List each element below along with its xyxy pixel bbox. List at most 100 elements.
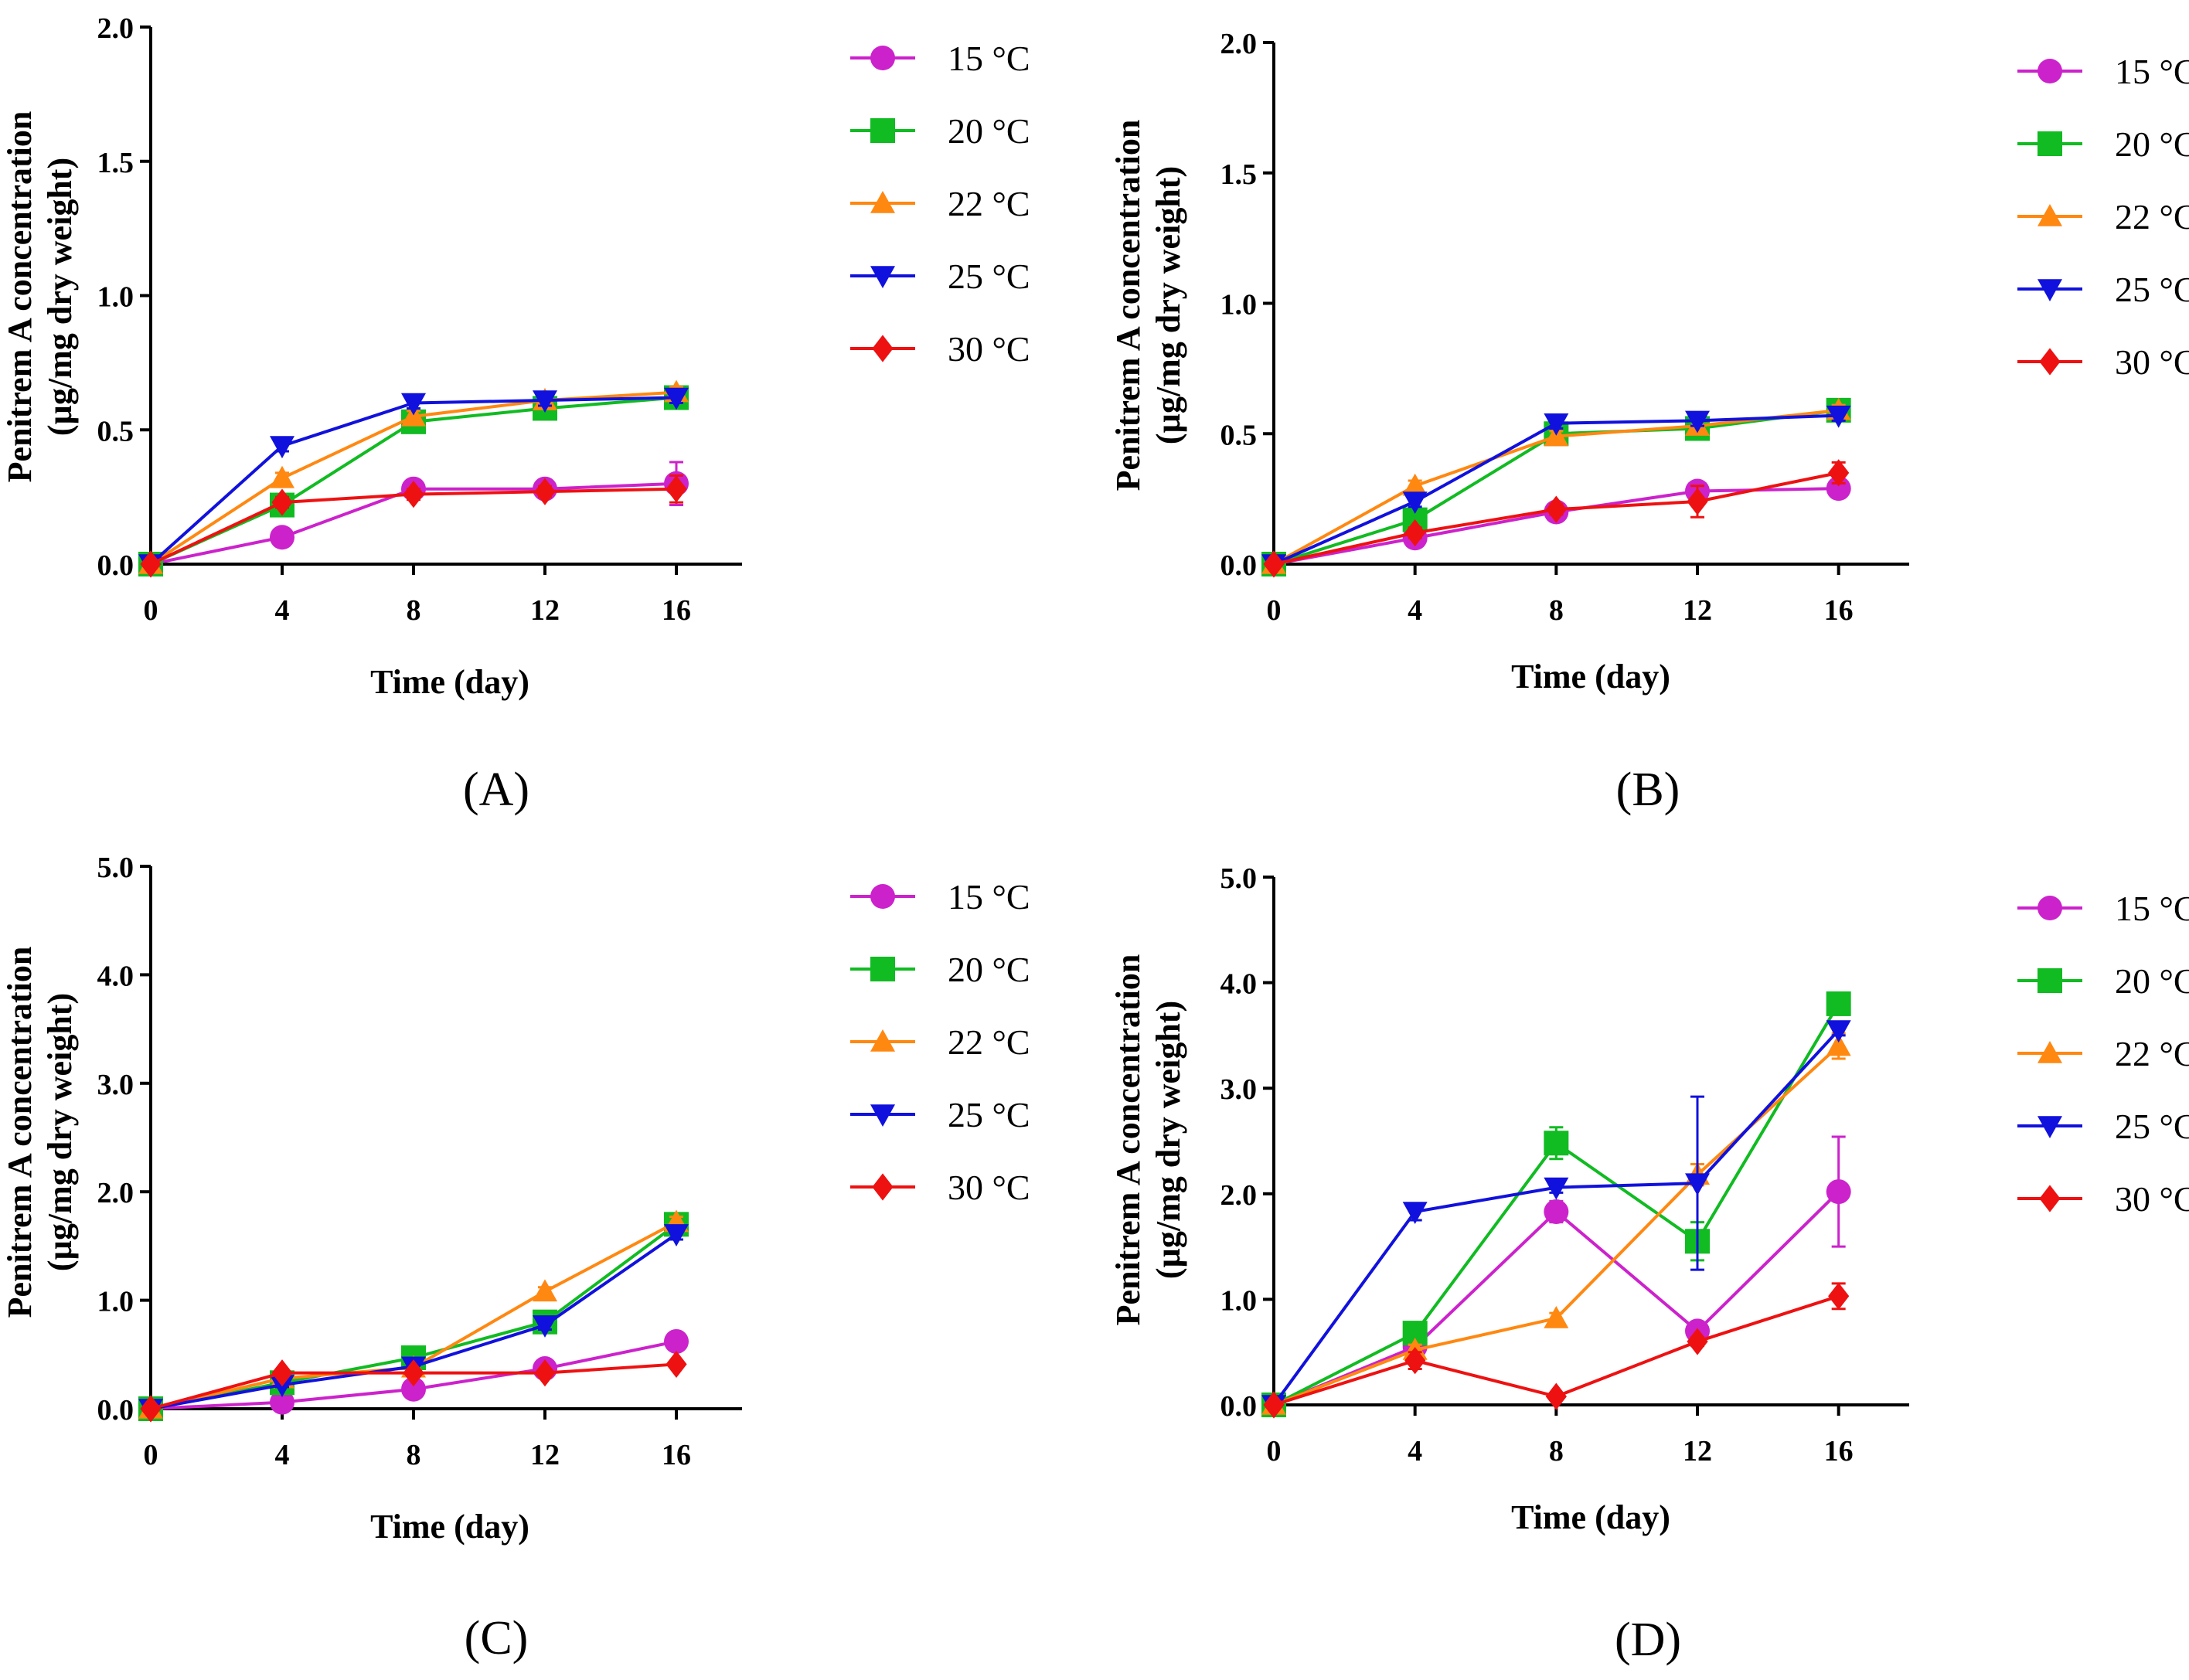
data-point [271, 1359, 293, 1387]
data-point [1828, 1282, 1850, 1310]
y-tick-label: 0.0 [1220, 1390, 1258, 1423]
data-point [1402, 491, 1428, 514]
panel-a: Penitrem A concentration (µg/mg dry weig… [1, 12, 1030, 816]
legend-label: 25 °C [948, 257, 1030, 296]
x-tick-label: 8 [407, 594, 421, 627]
panel-d: Penitrem A concentration (µg/mg dry weig… [1109, 862, 2189, 1666]
series-30c [1263, 1282, 1850, 1419]
x-axis-title: Time (day) [370, 663, 529, 701]
x-axis-title: Time (day) [1511, 1498, 1670, 1536]
x-tick-label: 12 [530, 594, 560, 627]
legend-marker [870, 118, 895, 143]
data-point [1263, 550, 1285, 578]
legend-marker [870, 1029, 895, 1052]
x-tick-label: 0 [1267, 594, 1282, 627]
y-tick-label: 0.5 [1220, 419, 1258, 451]
y-tick-label: 2.0 [97, 1177, 134, 1209]
panel-b: Penitrem A concentration (µg/mg dry weig… [1109, 28, 2189, 816]
y-tick-label: 5.0 [1220, 862, 1258, 895]
y-tick-label: 2.0 [97, 12, 134, 45]
data-point [664, 1224, 689, 1246]
y-tick-label: 3.0 [1220, 1073, 1258, 1106]
panel-label: (A) [463, 763, 529, 816]
x-tick-label: 16 [662, 594, 691, 627]
legend-marker [2038, 204, 2062, 226]
legend: 15 °C 20 °C 22 °C 25 °C 30 °C [850, 877, 1030, 1207]
legend-label: 30 °C [948, 329, 1030, 369]
y-tick-label: 1.0 [1220, 1284, 1258, 1317]
data-point [1544, 413, 1569, 436]
legend-label: 20 °C [948, 111, 1030, 151]
data-point [533, 390, 557, 413]
y-tick-label: 0.0 [97, 1394, 134, 1427]
data-point [1404, 519, 1426, 547]
y-axis-title-line2: (µg/mg dry weight) [1149, 166, 1187, 444]
data-point [1828, 459, 1850, 487]
legend-label: 30 °C [2115, 342, 2189, 382]
legend-label: 20 °C [2115, 961, 2189, 1001]
data-point [1545, 495, 1567, 523]
data-point [533, 1279, 557, 1302]
data-point [1826, 991, 1851, 1016]
data-point [1544, 1131, 1569, 1156]
data-point [1826, 1020, 1851, 1043]
data-point [270, 465, 294, 488]
data-point [1826, 1179, 1851, 1205]
y-tick-label: 3.0 [97, 1069, 134, 1101]
y-axis-title-line2: (µg/mg dry weight) [1149, 1001, 1187, 1279]
legend-marker [2038, 1116, 2062, 1138]
legend-marker [870, 191, 895, 213]
x-tick-label: 12 [1683, 594, 1712, 627]
y-tick-label: 1.0 [97, 281, 134, 314]
x-axis-title: Time (day) [370, 1508, 529, 1546]
data-point [403, 1359, 424, 1387]
data-point [534, 478, 556, 505]
legend-label: 15 °C [2115, 52, 2189, 91]
legend-marker [870, 1104, 895, 1127]
data-point [1402, 1202, 1428, 1225]
data-point [1687, 488, 1708, 515]
data-point [534, 1359, 556, 1387]
y-tick-label: 0.0 [97, 549, 134, 582]
data-point [1404, 1347, 1426, 1375]
data-point [664, 387, 689, 410]
legend-marker [870, 957, 895, 981]
y-tick-label: 0.5 [97, 415, 134, 447]
panel-c: Penitrem A concentration (µg/mg dry weig… [1, 852, 1030, 1665]
data-point [140, 550, 162, 578]
legend-marker [2038, 279, 2062, 301]
x-tick-label: 8 [1549, 594, 1564, 627]
legend-label: 25 °C [2115, 270, 2189, 309]
data-point [664, 1328, 689, 1354]
legend-label: 22 °C [948, 1022, 1030, 1062]
x-tick-label: 4 [275, 1439, 290, 1471]
legend-marker [872, 335, 894, 362]
series-30c [140, 1350, 687, 1423]
legend-marker [2038, 1041, 2062, 1063]
y-tick-label: 4.0 [97, 960, 134, 992]
legend-marker [872, 1173, 894, 1201]
legend-marker [2038, 968, 2062, 993]
y-axis-title-line1: Penitrem A concentration [1109, 954, 1147, 1326]
legend-marker [2039, 1185, 2061, 1212]
legend: 15 °C 20 °C 22 °C 25 °C 30 °C [2017, 52, 2189, 382]
x-tick-label: 4 [1408, 594, 1422, 627]
x-tick-label: 0 [144, 1439, 158, 1471]
y-axis-title-line2: (µg/mg dry weight) [41, 158, 79, 436]
legend-marker [2038, 896, 2062, 920]
panel-label: (D) [1615, 1614, 1681, 1666]
legend-label: 15 °C [948, 39, 1030, 78]
y-axis-title-line2: (µg/mg dry weight) [41, 993, 79, 1271]
x-tick-label: 4 [1408, 1435, 1422, 1467]
legend-marker [870, 884, 895, 909]
data-point [666, 1350, 687, 1379]
y-axis-title-line1: Penitrem A concentration [1109, 120, 1147, 491]
legend-label: 30 °C [2115, 1179, 2189, 1219]
legend-label: 25 °C [948, 1095, 1030, 1134]
y-tick-label: 5.0 [97, 852, 134, 884]
legend-marker [2038, 59, 2062, 83]
x-tick-label: 16 [1824, 1435, 1854, 1467]
data-point [401, 1376, 426, 1402]
legend-label: 15 °C [2115, 889, 2189, 928]
